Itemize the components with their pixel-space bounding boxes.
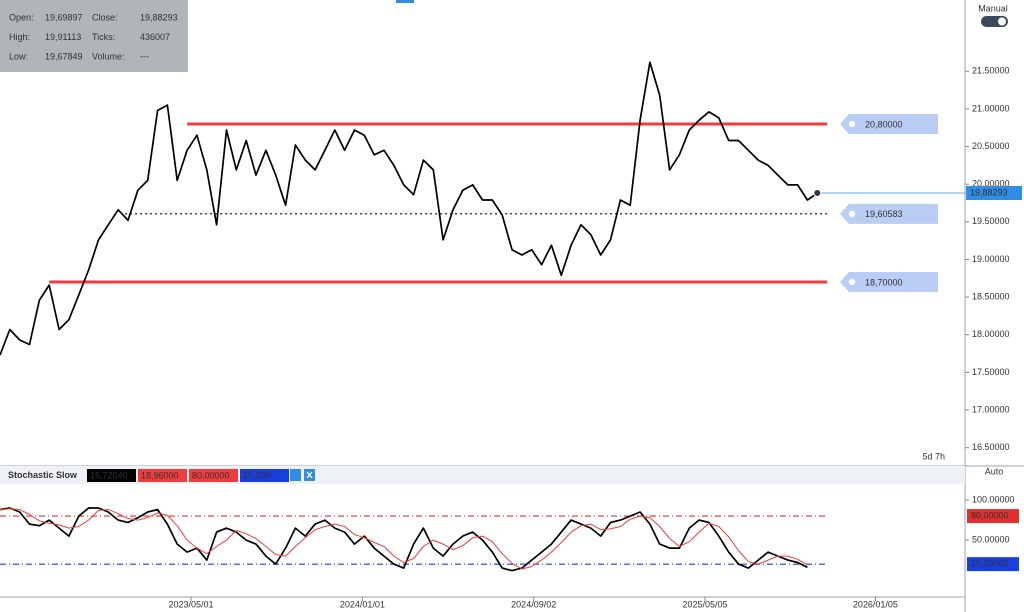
level-badge xyxy=(840,272,938,293)
y-tick-label: 21.00000 xyxy=(972,103,1010,113)
y-tick-label: 19.50000 xyxy=(972,216,1010,226)
mode-label: Auto xyxy=(985,466,1004,476)
readout-box xyxy=(189,469,238,482)
top-tab[interactable] xyxy=(396,0,414,3)
info-label: High: xyxy=(9,32,30,42)
info-value: 19,69897 xyxy=(45,12,83,22)
toggle-knob xyxy=(998,17,1006,26)
y-tick-label: 16.50000 xyxy=(972,442,1010,452)
y-tick-label: 19.00000 xyxy=(972,254,1010,264)
price-badge xyxy=(966,185,1022,200)
info-value: 19,67849 xyxy=(45,51,83,61)
y-tick-label: 20.00000 xyxy=(972,179,1010,189)
readout: 18,96000 xyxy=(141,470,179,480)
timer: 5d 7h xyxy=(922,451,945,461)
info-label: Open: xyxy=(9,12,34,22)
info-label: Close: xyxy=(92,12,118,22)
indicator-title: Stochastic Slow xyxy=(8,470,78,480)
settings-button[interactable] xyxy=(290,469,301,481)
info-value: 436007 xyxy=(140,32,170,42)
y-tick-label: 18.00000 xyxy=(972,329,1010,339)
y-tick-label: 100.00000 xyxy=(972,494,1015,504)
readout: 80,00000 xyxy=(192,470,230,480)
readout-box xyxy=(240,469,289,482)
level-label: 20,80000 xyxy=(865,119,903,129)
level-badge xyxy=(967,557,1019,572)
price-label: 19,88293 xyxy=(970,187,1008,197)
y-tick-label: 50.00000 xyxy=(972,534,1010,544)
last-point xyxy=(813,188,822,197)
data-line xyxy=(0,508,808,570)
info-box xyxy=(0,0,188,72)
level-label: 18,70000 xyxy=(865,277,903,287)
info-label: Volume: xyxy=(92,51,125,61)
y-tick-label: 18.50000 xyxy=(972,291,1010,301)
badge-dot xyxy=(848,120,856,128)
level-badge xyxy=(840,113,938,134)
y-tick-label: 20.50000 xyxy=(972,141,1010,151)
info-value: 19,88293 xyxy=(140,12,178,22)
readout: 15,72640 xyxy=(90,470,128,480)
level-badge xyxy=(840,203,938,224)
info-label: Ticks: xyxy=(92,32,115,42)
y-tick-label: 17.00000 xyxy=(972,404,1010,414)
readout-box xyxy=(87,469,136,482)
y-tick-label: 17.50000 xyxy=(972,367,1010,377)
data-line xyxy=(0,61,818,356)
badge-dot xyxy=(848,210,856,218)
info-label: Low: xyxy=(9,51,28,61)
level-label: 20,00000 xyxy=(971,559,1009,569)
level-label: 19,60583 xyxy=(865,209,903,219)
x-tick-label: 2026/01/05 xyxy=(853,599,898,609)
readout-box xyxy=(138,469,187,482)
badge-dot xyxy=(848,278,856,286)
readout: 20,000... xyxy=(243,470,278,480)
x-tick-label: 2025/05/05 xyxy=(683,599,728,609)
x-tick-label: 2024/01/01 xyxy=(340,599,385,609)
info-value: --- xyxy=(140,51,149,61)
x-tick-label: 2024/09/02 xyxy=(511,599,556,609)
x-tick-label: 2023/05/01 xyxy=(169,599,214,609)
level-label: 80,00000 xyxy=(971,510,1009,520)
close-icon xyxy=(306,471,313,479)
info-value: 19,91113 xyxy=(45,32,81,42)
y-tick-label: 21.50000 xyxy=(972,66,1010,76)
mode-label: Manual xyxy=(978,3,1008,13)
level-badge xyxy=(967,509,1019,524)
